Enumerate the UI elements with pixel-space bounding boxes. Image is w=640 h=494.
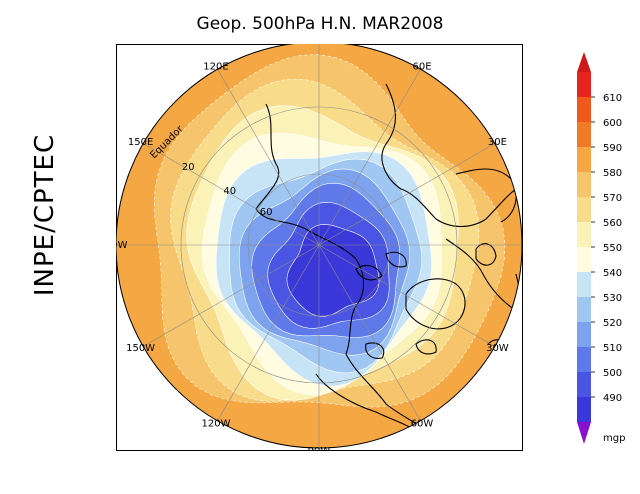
colorbar-segment xyxy=(577,172,591,197)
chart-title: Geop. 500hPa H.N. MAR2008 xyxy=(196,14,444,34)
longitude-label: 120W xyxy=(202,418,231,429)
arctic-islands xyxy=(355,251,437,359)
meridian-line xyxy=(318,244,495,347)
colorbar-tick-label: 540 xyxy=(603,268,622,279)
longitude-label: 150W xyxy=(126,343,155,354)
longitude-label: 120E xyxy=(203,62,228,73)
scandinavia-coast xyxy=(475,243,497,266)
polar-map: 030E60E90E120E150E180W150W120W90W60W30W … xyxy=(116,44,523,451)
latitude-label: 60 xyxy=(260,207,273,218)
meridian-line xyxy=(318,143,495,246)
colorbar-tick-label: 560 xyxy=(603,218,622,229)
colorbar-segment xyxy=(577,322,591,347)
longitude-label: 90E xyxy=(309,44,328,45)
longitude-labels: 0 30E 60E 90E 120E 150E 180W 150W 120W 90W 60W 30W xyxy=(116,44,523,451)
colorbar-tick-label: 550 xyxy=(603,243,622,254)
longitude-label: 0 xyxy=(522,240,523,251)
colorbar-tick-label: 490 xyxy=(603,393,622,404)
meridian-line xyxy=(318,244,421,421)
colorbar-tick-label: 570 xyxy=(603,193,622,204)
colorbar-segment xyxy=(577,247,591,272)
colorbar-segment xyxy=(577,72,591,97)
institution-label: INPE/CPTEC xyxy=(30,133,60,297)
colorbar-tick-labels: 610 600 590 580 570 560 550 540 530 520 510 500 490 xyxy=(603,93,622,404)
meridian-line xyxy=(217,69,320,246)
longitude-label: 60W xyxy=(411,418,434,429)
colorbar-segment xyxy=(577,97,591,122)
colorbar-tick-label: 500 xyxy=(603,368,622,379)
colorbar-tick-label: 520 xyxy=(603,318,622,329)
colorbar-segment xyxy=(577,272,591,297)
colorbar-tick-label: 580 xyxy=(603,168,622,179)
colorbar-segment xyxy=(577,297,591,322)
latitude-label: 20 xyxy=(182,162,195,173)
colorbar-segments xyxy=(577,52,595,444)
latitude-label: 40 xyxy=(223,186,236,197)
latitude-labels: 20 40 60 xyxy=(182,162,273,218)
colorbar-segment xyxy=(577,222,591,247)
meridian-line xyxy=(318,69,421,246)
colorbar-top-arrow xyxy=(577,52,591,72)
colorbar-tick-label: 530 xyxy=(603,293,622,304)
colorbar-segment xyxy=(577,147,591,172)
map-border-circle xyxy=(116,44,523,449)
meridian-line xyxy=(217,244,320,421)
longitude-label: 90W xyxy=(308,446,331,451)
greenland-coast xyxy=(405,278,466,330)
contour-band-490 xyxy=(286,224,380,317)
longitude-label: 180W xyxy=(116,240,128,251)
colorbar-segment xyxy=(577,197,591,222)
colorbar-segment xyxy=(577,397,591,422)
colorbar-segment xyxy=(577,347,591,372)
colorbar-tick-label: 610 xyxy=(603,93,622,104)
meridian-line xyxy=(143,244,320,347)
colorbar-tick-label: 590 xyxy=(603,143,622,154)
longitude-label: 60E xyxy=(412,62,431,73)
colorbar: 610600590580570560550540530520510500490 … xyxy=(577,52,625,444)
colorbar-bottom-arrow xyxy=(577,422,591,444)
colorbar-segment xyxy=(577,372,591,397)
colorbar-tick-label: 600 xyxy=(603,118,622,129)
longitude-label: 150E xyxy=(128,137,153,148)
colorbar-segment xyxy=(577,122,591,147)
colorbar-tick-label: 510 xyxy=(603,343,622,354)
colorbar-unit-label: mgp xyxy=(603,433,625,444)
longitude-label: 30W xyxy=(486,343,509,354)
longitude-label: 30E xyxy=(488,137,507,148)
meridian-line xyxy=(143,143,320,246)
